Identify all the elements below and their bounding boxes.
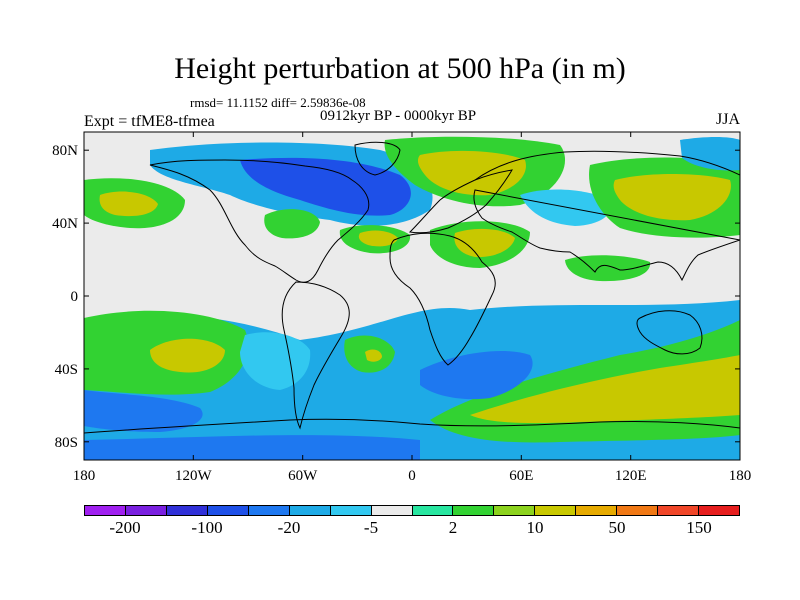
contour-region-south-pacific-yellow xyxy=(150,338,225,373)
colorbar-swatch xyxy=(207,506,249,515)
experiment-label: Expt = tfME8-tfmea xyxy=(84,113,215,130)
colorbar-swatch xyxy=(289,506,331,515)
contour-region-north-africa-yellow xyxy=(454,228,515,258)
lon-label: 120E xyxy=(615,468,647,484)
lon-label: 0 xyxy=(408,468,416,484)
axis-ticks xyxy=(84,132,740,460)
rmsd-diff-stats: rmsd= 11.1152 diff= 2.59836e-08 xyxy=(190,95,366,110)
colorbar-swatch xyxy=(248,506,290,515)
contour-region-north-pacific-yellow xyxy=(99,191,158,217)
contour-region-antarctic-blue xyxy=(84,435,420,460)
contour-region-east-asia-yellow xyxy=(613,174,731,221)
colorbar-swatch xyxy=(699,506,739,515)
contour-region-north-america-green xyxy=(264,209,320,239)
lon-label: 60E xyxy=(509,468,533,484)
period-subtitle: 0912kyr BP - 0000kyr BP xyxy=(320,108,477,124)
colorbar-swatch xyxy=(453,506,495,515)
lat-label: 80S xyxy=(55,435,78,451)
colorbar-label: 150 xyxy=(686,518,712,537)
lon-label: 180 xyxy=(729,468,752,484)
contour-region-south-indian-deep-blue xyxy=(420,350,533,400)
contour-region-europe-yellow xyxy=(417,150,526,196)
lon-label: 180 xyxy=(73,468,96,484)
coastlines xyxy=(84,141,740,434)
coastline-europe xyxy=(408,169,513,234)
colorbar-swatch xyxy=(617,506,659,515)
colorbar xyxy=(84,505,740,516)
coastline-antarctica xyxy=(84,418,740,434)
longitude-labels: 180 120W 60W 0 60E 120E 180 xyxy=(73,468,752,484)
lon-label: 60W xyxy=(288,468,318,484)
contour-region-atlantic-yellow xyxy=(358,230,398,247)
lat-label: 80N xyxy=(52,143,78,159)
colorbar-label: -5 xyxy=(363,518,379,537)
colorbar-swatch xyxy=(166,506,208,515)
colorbar-label: -200 xyxy=(109,518,141,537)
lat-label: 40N xyxy=(52,216,78,232)
coastline-greenland xyxy=(354,141,401,176)
plot-title: Height perturbation at 500 hPa (in m) xyxy=(174,52,626,85)
colorbar-swatch xyxy=(412,506,454,515)
contour-region-asia-green xyxy=(565,255,651,282)
colorbar-swatch xyxy=(371,506,413,515)
coastline-north-america xyxy=(149,159,370,283)
contour-region-south-atlantic-yellow xyxy=(365,349,382,362)
colorbar-label: -100 xyxy=(191,518,223,537)
colorbar-label: 10 xyxy=(526,518,544,537)
contour-region-south-pacific-blue xyxy=(84,390,203,432)
contour-region-arctic-east-blue xyxy=(680,137,740,171)
coastline-australia xyxy=(636,310,703,355)
colorbar-swatch xyxy=(576,506,618,515)
season-label: JJA xyxy=(716,111,741,128)
colorbar-swatch xyxy=(330,506,372,515)
coastline-eurasia xyxy=(473,150,740,282)
contour-region-south-indian-yellow xyxy=(470,355,740,424)
colorbar-label: -20 xyxy=(277,518,301,537)
colorbar-label: 2 xyxy=(448,518,458,537)
coastline-south-america xyxy=(281,281,350,430)
colorbar-swatch xyxy=(85,506,126,515)
coastline-africa xyxy=(389,232,496,366)
map-panel xyxy=(84,132,740,460)
colorbar-swatch xyxy=(535,506,577,515)
lat-label: 40S xyxy=(55,362,78,378)
lon-label: 120W xyxy=(175,468,213,484)
contour-region-asia-blue xyxy=(520,189,611,226)
lat-label: 0 xyxy=(71,289,79,305)
colorbar-label: 50 xyxy=(608,518,626,537)
colorbar-swatch xyxy=(125,506,167,515)
colorbar-swatch xyxy=(658,506,700,515)
latitude-labels: 80N 40N 0 40S 80S xyxy=(52,143,78,451)
colorbar-swatch xyxy=(494,506,536,515)
